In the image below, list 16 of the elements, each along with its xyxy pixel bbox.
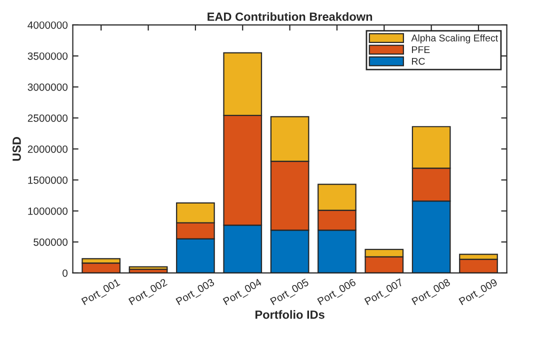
y-tick-label: 2000000 xyxy=(28,145,68,153)
legend-label: PFE xyxy=(412,46,430,54)
y-tick-label: 2500000 xyxy=(28,114,68,122)
y-tick-label: 1500000 xyxy=(28,176,68,184)
legend-label: Alpha Scaling Effect xyxy=(411,34,498,44)
bar xyxy=(128,266,168,270)
legend-label: RC xyxy=(412,58,425,65)
x-axis-title: Portfolio IDs xyxy=(256,310,324,319)
y-tick-label: 0 xyxy=(62,269,68,277)
y-tick-label: 1000000 xyxy=(28,207,68,215)
y-tick-label: 500000 xyxy=(34,238,68,246)
y-axis-title: USD xyxy=(12,136,21,161)
y-tick-label: 4000000 xyxy=(28,21,68,29)
y-tick-label: 3000000 xyxy=(28,83,68,91)
chart-title: EAD Contribution Breakdown xyxy=(208,12,372,21)
y-tick-label: 3500000 xyxy=(28,52,68,60)
